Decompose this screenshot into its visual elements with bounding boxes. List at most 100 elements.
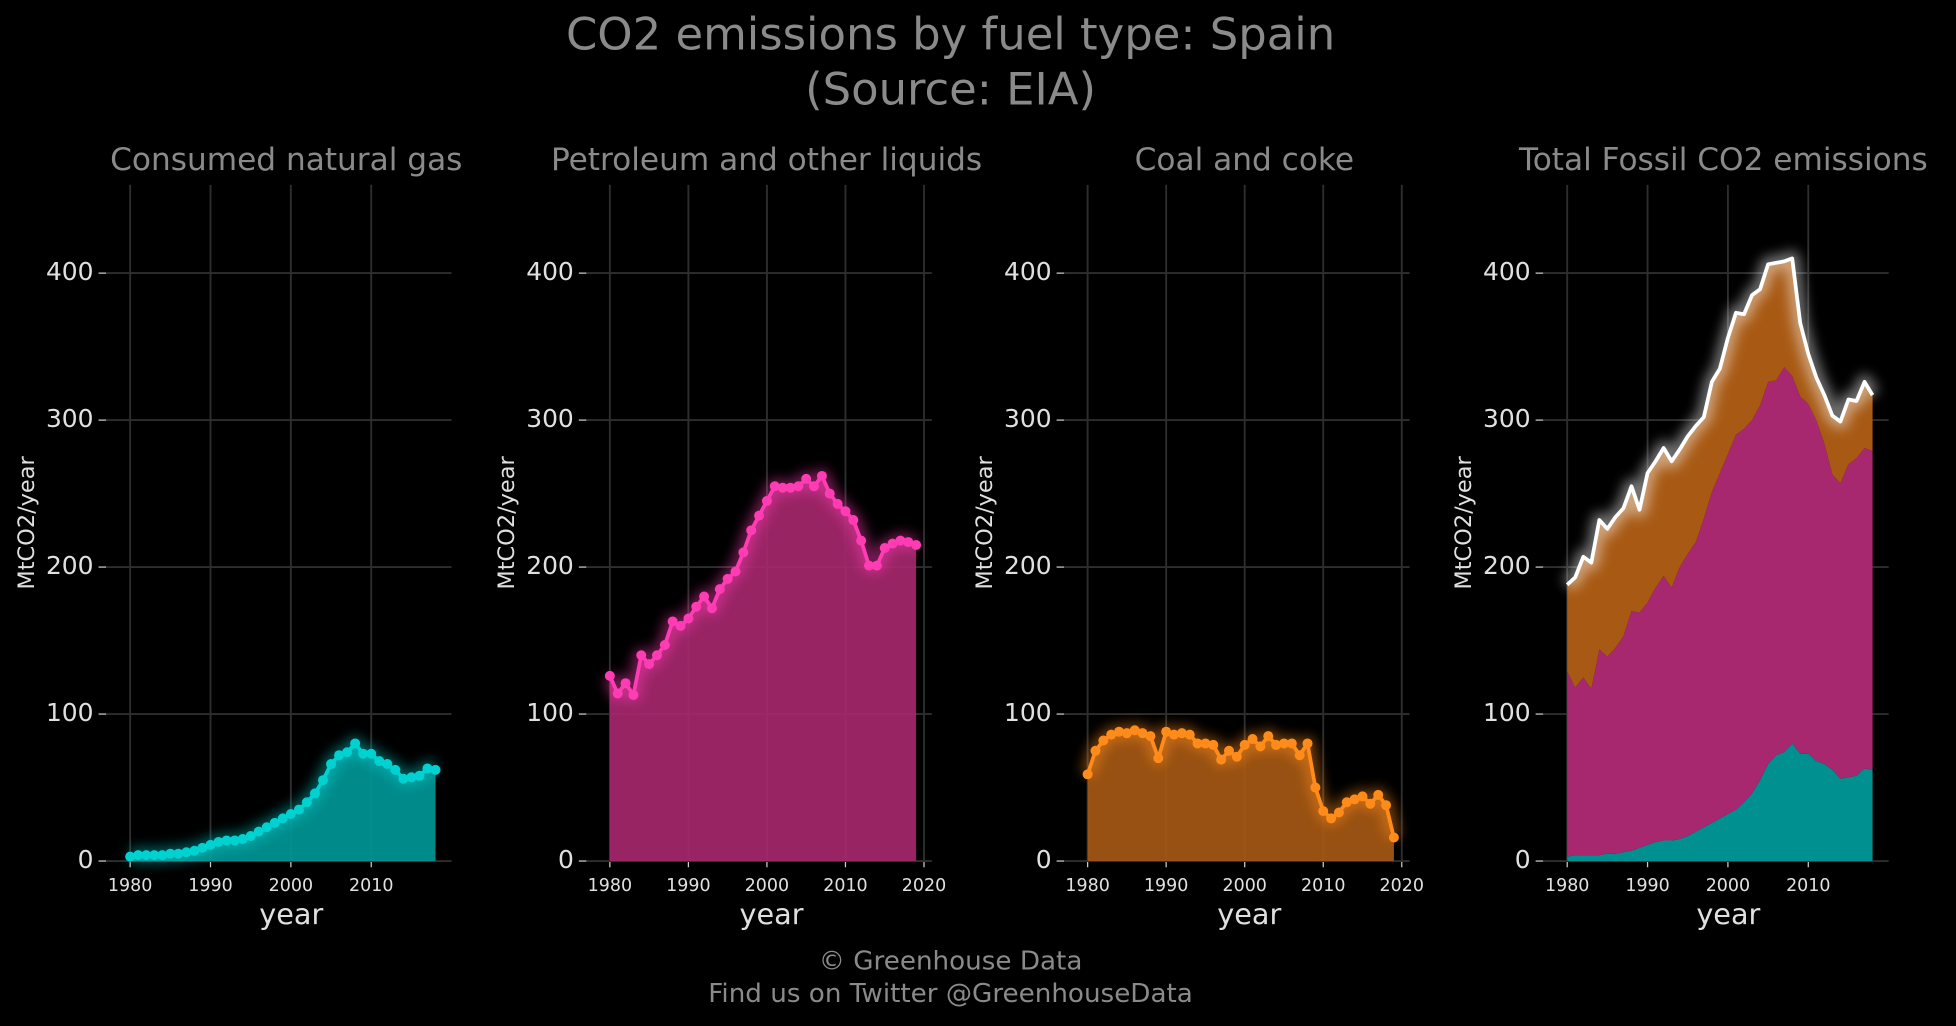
point — [245, 831, 256, 842]
point — [422, 763, 433, 774]
footer-twitter: Find us on Twitter @GreenhouseData — [708, 979, 1193, 1009]
point — [769, 481, 780, 492]
point — [1388, 832, 1399, 843]
point — [382, 759, 393, 770]
point — [189, 845, 200, 856]
point — [856, 535, 867, 546]
area — [609, 475, 917, 862]
point — [1153, 753, 1164, 764]
x-tick-label: 2010 — [1301, 876, 1345, 896]
y-tick-label: 100 — [526, 698, 574, 727]
point — [197, 842, 208, 853]
x-tick-label: 1990 — [188, 876, 232, 896]
footer-credit: © Greenhouse Data — [819, 947, 1083, 977]
point — [414, 770, 425, 781]
point — [840, 506, 851, 517]
point — [1098, 735, 1109, 746]
point — [1176, 728, 1187, 739]
point — [1373, 789, 1384, 800]
point — [277, 813, 288, 824]
point — [699, 591, 710, 602]
point — [746, 525, 757, 536]
point — [1208, 739, 1219, 750]
area — [130, 743, 436, 862]
point — [1161, 726, 1172, 737]
panel-title: Petroleum and other liquids — [551, 142, 982, 178]
x-axis-label: year — [1217, 897, 1281, 931]
x-tick-label: 1980 — [1065, 876, 1109, 896]
point — [628, 689, 639, 700]
panel-title: Coal and coke — [1135, 142, 1354, 178]
point — [366, 748, 377, 759]
point — [1216, 754, 1227, 765]
y-tick-label: 200 — [1004, 551, 1052, 580]
y-tick-label: 400 — [1483, 257, 1531, 286]
point — [777, 482, 788, 493]
point — [887, 538, 898, 549]
point — [1357, 791, 1368, 802]
point — [1145, 731, 1156, 742]
point — [358, 748, 369, 759]
point — [1365, 798, 1376, 809]
point — [221, 835, 232, 846]
x-tick-label: 1980 — [588, 876, 632, 896]
point — [761, 495, 772, 506]
point — [1333, 807, 1344, 818]
point — [430, 764, 441, 775]
point — [754, 510, 765, 521]
y-tick-label: 300 — [46, 404, 94, 433]
x-axis-label: year — [740, 897, 804, 931]
area — [1087, 730, 1394, 862]
point — [285, 809, 296, 819]
point — [1106, 729, 1117, 740]
point — [659, 639, 670, 650]
point — [1341, 797, 1352, 808]
y-tick-label: 100 — [46, 698, 94, 727]
point — [1278, 738, 1289, 749]
point — [165, 848, 176, 859]
point — [785, 482, 796, 493]
point — [1129, 725, 1140, 736]
point — [714, 584, 725, 595]
y-axis-label: MtCO2/year — [972, 456, 998, 590]
point — [1247, 734, 1258, 745]
point — [706, 603, 717, 614]
point — [269, 817, 280, 828]
point — [406, 772, 417, 783]
x-axis-label: year — [259, 897, 323, 931]
x-tick-label: 2000 — [745, 876, 789, 896]
point — [1121, 728, 1132, 739]
y-tick-label: 100 — [1483, 698, 1531, 727]
point — [1271, 739, 1282, 750]
point — [133, 850, 144, 861]
stacked-area — [1567, 367, 1873, 857]
y-tick-label: 200 — [1483, 551, 1531, 580]
point — [1286, 738, 1297, 749]
point — [651, 650, 662, 661]
point — [1192, 738, 1203, 749]
x-tick-label: 2020 — [902, 876, 946, 896]
x-tick-label: 1990 — [1625, 876, 1669, 896]
point — [730, 566, 741, 577]
point — [722, 573, 733, 584]
y-tick-label: 0 — [78, 845, 94, 874]
point — [667, 616, 678, 627]
x-tick-label: 2010 — [823, 876, 867, 896]
point — [157, 850, 168, 861]
point — [1255, 741, 1266, 752]
x-tick-label: 2020 — [1380, 876, 1424, 896]
point — [398, 773, 409, 784]
x-tick-label: 1980 — [108, 876, 152, 896]
point — [675, 620, 686, 631]
y-axis-label: MtCO2/year — [14, 456, 40, 590]
x-axis-label: year — [1696, 897, 1760, 931]
y-tick-label: 400 — [46, 257, 94, 286]
point — [1326, 813, 1337, 824]
point — [1349, 794, 1360, 805]
point — [334, 750, 345, 761]
y-tick-label: 0 — [1515, 845, 1531, 874]
point — [1310, 782, 1321, 793]
x-tick-label: 1990 — [1144, 876, 1188, 896]
y-tick-label: 0 — [1036, 845, 1052, 874]
